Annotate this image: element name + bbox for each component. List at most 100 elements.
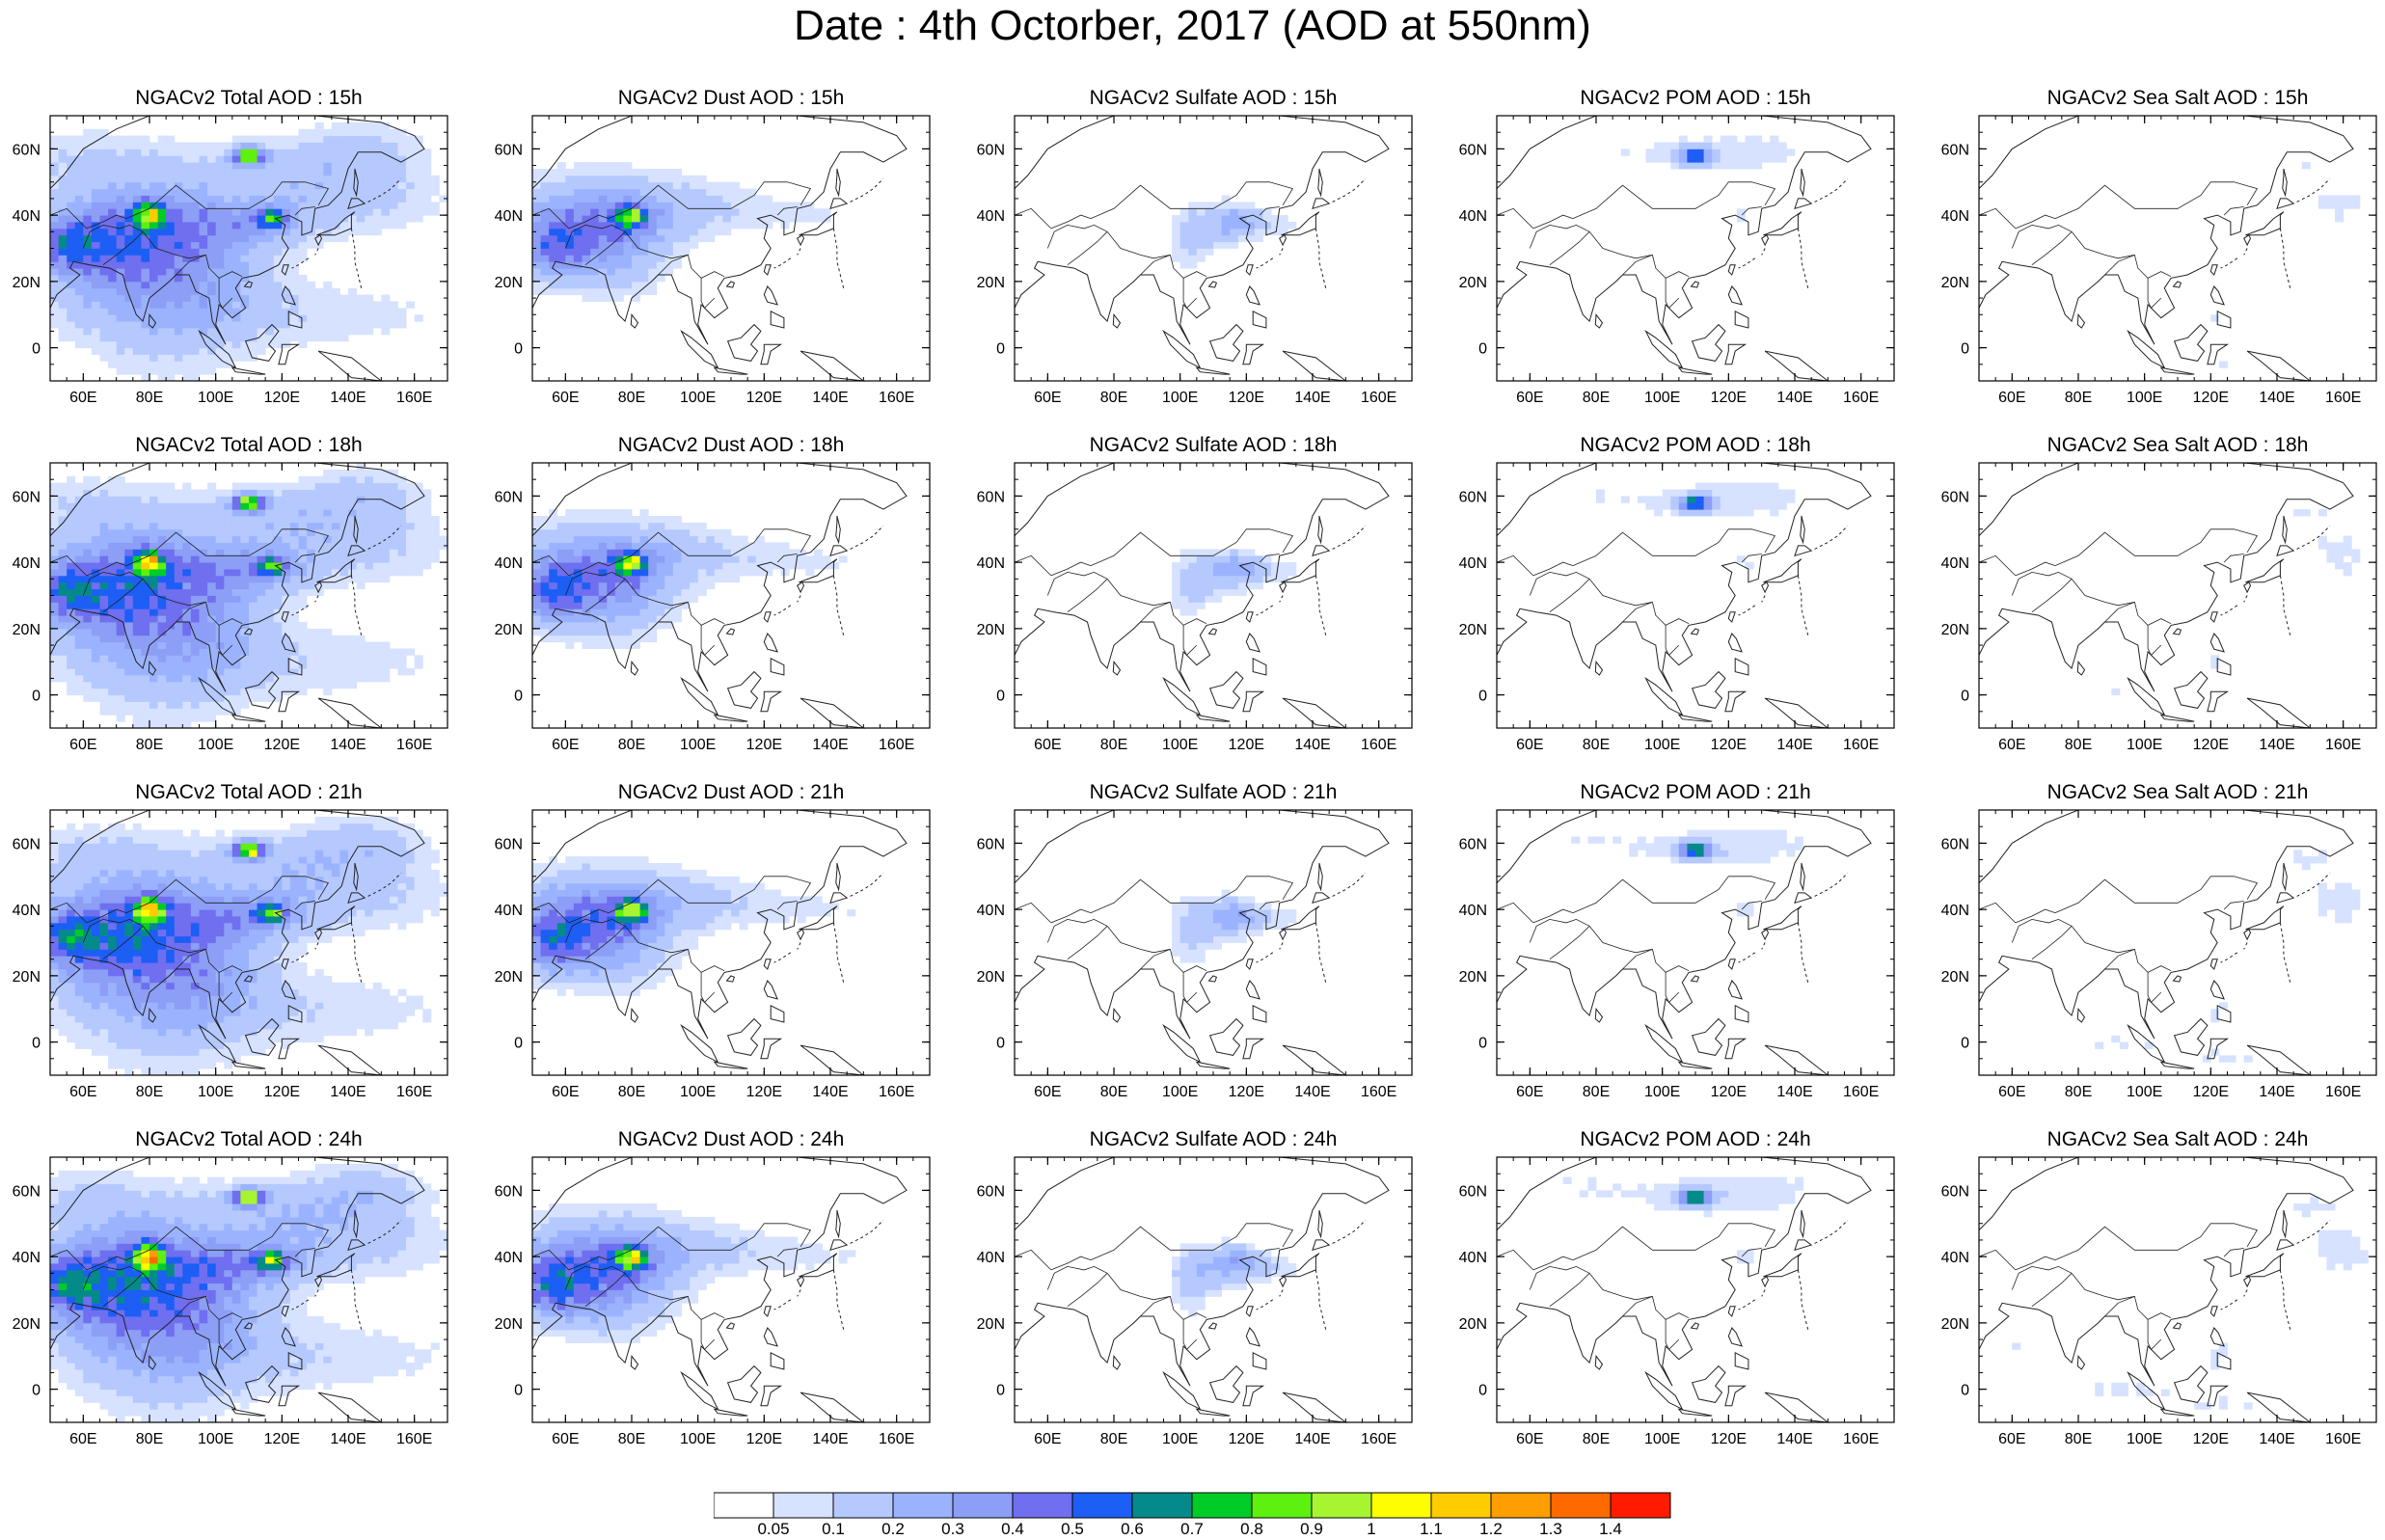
aod-cell [315,129,324,136]
aod-cell [315,843,324,850]
lat-tick-label: 60N [13,489,41,505]
aod-cell [406,569,415,576]
aod-cell [290,208,299,215]
aod-cell [274,302,283,309]
aod-cell [290,596,299,603]
aod-cell [117,976,125,983]
aod-cell [166,649,175,656]
aod-cell [158,143,167,149]
aod-cell [390,314,398,321]
aod-cell [175,496,183,502]
aod-cell [166,843,175,850]
aod-cell [249,288,257,295]
aod-cell [83,1310,92,1316]
aod-cell [50,1283,59,1290]
aod-cell [133,149,142,155]
aod-cell [75,1002,84,1009]
lon-tick-label: 160E [396,737,432,753]
aod-cell [200,275,208,282]
aod-cell [191,682,200,689]
aod-cell [50,1363,59,1369]
aod-cell [390,837,398,844]
aod-cell [257,989,266,996]
aod-cell [75,930,84,936]
aod-cell [323,149,332,155]
aod-cell [232,923,241,930]
aod-cell [315,328,324,335]
aod-cell [83,196,92,203]
aod-cell [265,255,274,261]
aod-cell [92,1376,100,1383]
aod-cell [240,143,249,149]
aod-cell [191,649,200,656]
aod-cell [415,215,423,222]
aod-cell [100,702,109,709]
aod-cell [398,321,407,328]
aod-cell [191,229,200,235]
aod-cell [224,675,232,682]
aod-cell [332,509,340,516]
aod-cell [232,996,241,1003]
aod-cell [59,162,68,169]
aod-cell [232,149,241,155]
aod-cell [348,675,357,682]
aod-cell [175,1049,183,1056]
aod-cell [149,695,158,702]
aod-cell [224,328,232,335]
aod-cell [166,502,175,509]
aod-cell [200,890,208,897]
aod-cell [232,662,241,668]
aod-cell [282,335,290,341]
aod-cell [265,222,274,229]
aod-cell [191,215,200,222]
aod-cell [175,996,183,1003]
aod-cell [257,314,266,321]
aod-cell [398,483,407,490]
aod-cell [133,268,142,275]
aod-cell [299,943,308,950]
aod-cell [59,1303,68,1310]
aod-cell [59,149,68,155]
aod-cell [117,335,125,341]
aod-cell [158,956,167,962]
aod-cell [149,208,158,215]
aod-cell [373,1015,382,1022]
aod-cell [75,288,84,295]
aod-cell [307,830,315,837]
aod-cell [357,930,366,936]
aod-cell [381,916,390,923]
aod-cell [141,956,149,962]
aod-cell [166,576,175,582]
aod-cell [100,635,109,642]
aod-cell [108,983,117,989]
aod-cell [315,655,324,662]
aod-cell [83,896,92,903]
aod-cell [390,996,398,1003]
aod-cell [207,222,216,229]
aod-cell [100,602,109,608]
aod-cell [415,562,423,569]
aod-cell [274,943,283,950]
aod-cell [282,523,290,529]
aod-cell [200,509,208,516]
aod-cell [299,582,308,589]
aod-cell [67,569,75,576]
lon-tick-label: 80E [136,390,163,406]
aod-cell [50,622,59,629]
aod-cell [332,490,340,497]
aod-cell [224,596,232,603]
aod-cell [149,348,158,355]
aod-cell [299,543,308,550]
aod-cell [117,850,125,856]
aod-cell [166,208,175,215]
aod-cell [59,1343,68,1350]
aod-cell [100,1376,109,1383]
aod-cell [249,877,257,883]
aod-cell [357,136,366,143]
aod-cell [50,1277,59,1283]
aod-cell [257,208,266,215]
aod-cell [207,502,216,509]
aod-cell [398,856,407,863]
aod-cell [406,208,415,215]
aod-cell [357,576,366,582]
